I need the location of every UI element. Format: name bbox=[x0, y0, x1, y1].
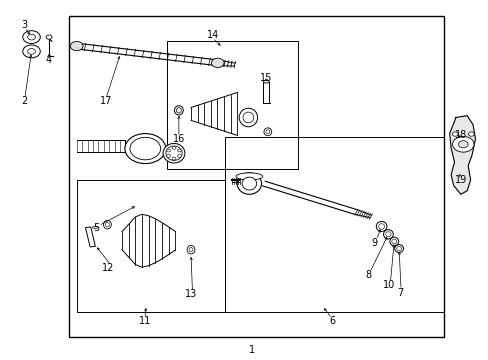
Ellipse shape bbox=[263, 81, 269, 83]
Ellipse shape bbox=[375, 221, 386, 231]
Circle shape bbox=[468, 132, 473, 136]
Ellipse shape bbox=[163, 143, 184, 163]
Ellipse shape bbox=[391, 239, 396, 244]
Bar bbox=[85, 227, 95, 247]
Text: 2: 2 bbox=[21, 96, 28, 107]
Text: 12: 12 bbox=[102, 262, 114, 273]
Circle shape bbox=[124, 134, 165, 163]
Text: 18: 18 bbox=[454, 130, 466, 140]
Circle shape bbox=[23, 31, 40, 44]
Text: 6: 6 bbox=[328, 316, 334, 326]
Text: 11: 11 bbox=[139, 316, 151, 326]
Ellipse shape bbox=[105, 222, 109, 227]
Circle shape bbox=[177, 154, 181, 157]
Ellipse shape bbox=[237, 173, 261, 194]
Ellipse shape bbox=[242, 177, 256, 190]
Text: 8: 8 bbox=[365, 270, 371, 280]
Circle shape bbox=[172, 147, 176, 149]
Ellipse shape bbox=[92, 226, 98, 229]
Ellipse shape bbox=[264, 128, 271, 136]
Ellipse shape bbox=[187, 246, 195, 254]
Ellipse shape bbox=[239, 108, 257, 127]
Circle shape bbox=[28, 34, 35, 40]
Circle shape bbox=[166, 154, 170, 157]
Text: 17: 17 bbox=[100, 96, 112, 107]
Text: 7: 7 bbox=[396, 288, 403, 297]
Text: 19: 19 bbox=[454, 175, 466, 185]
Circle shape bbox=[452, 136, 473, 152]
Ellipse shape bbox=[378, 224, 384, 229]
Circle shape bbox=[458, 141, 467, 148]
Circle shape bbox=[23, 45, 40, 58]
Ellipse shape bbox=[383, 230, 392, 239]
Circle shape bbox=[46, 35, 52, 39]
Text: 14: 14 bbox=[206, 30, 219, 40]
Text: 13: 13 bbox=[184, 289, 197, 299]
Circle shape bbox=[451, 132, 457, 136]
Ellipse shape bbox=[176, 108, 181, 113]
Circle shape bbox=[28, 49, 35, 54]
Circle shape bbox=[166, 149, 170, 152]
Ellipse shape bbox=[165, 146, 182, 160]
Ellipse shape bbox=[236, 173, 262, 180]
Ellipse shape bbox=[396, 247, 401, 251]
Ellipse shape bbox=[243, 112, 253, 123]
Circle shape bbox=[177, 149, 181, 152]
Polygon shape bbox=[449, 116, 474, 194]
Circle shape bbox=[70, 41, 83, 51]
Text: 4: 4 bbox=[45, 55, 52, 65]
Ellipse shape bbox=[189, 248, 193, 252]
Text: 1: 1 bbox=[248, 345, 254, 355]
Circle shape bbox=[211, 58, 224, 67]
Ellipse shape bbox=[265, 130, 269, 134]
Ellipse shape bbox=[103, 220, 111, 229]
Text: 9: 9 bbox=[371, 238, 377, 248]
Text: 16: 16 bbox=[172, 134, 184, 144]
Circle shape bbox=[130, 137, 160, 160]
Text: 15: 15 bbox=[260, 73, 272, 83]
Text: 5: 5 bbox=[93, 223, 99, 233]
Circle shape bbox=[172, 157, 176, 160]
Text: 10: 10 bbox=[382, 280, 394, 291]
Text: 3: 3 bbox=[21, 19, 28, 30]
Ellipse shape bbox=[389, 237, 398, 246]
Ellipse shape bbox=[385, 232, 390, 237]
Ellipse shape bbox=[394, 245, 403, 252]
Bar bbox=[263, 82, 269, 103]
Ellipse shape bbox=[174, 106, 183, 115]
